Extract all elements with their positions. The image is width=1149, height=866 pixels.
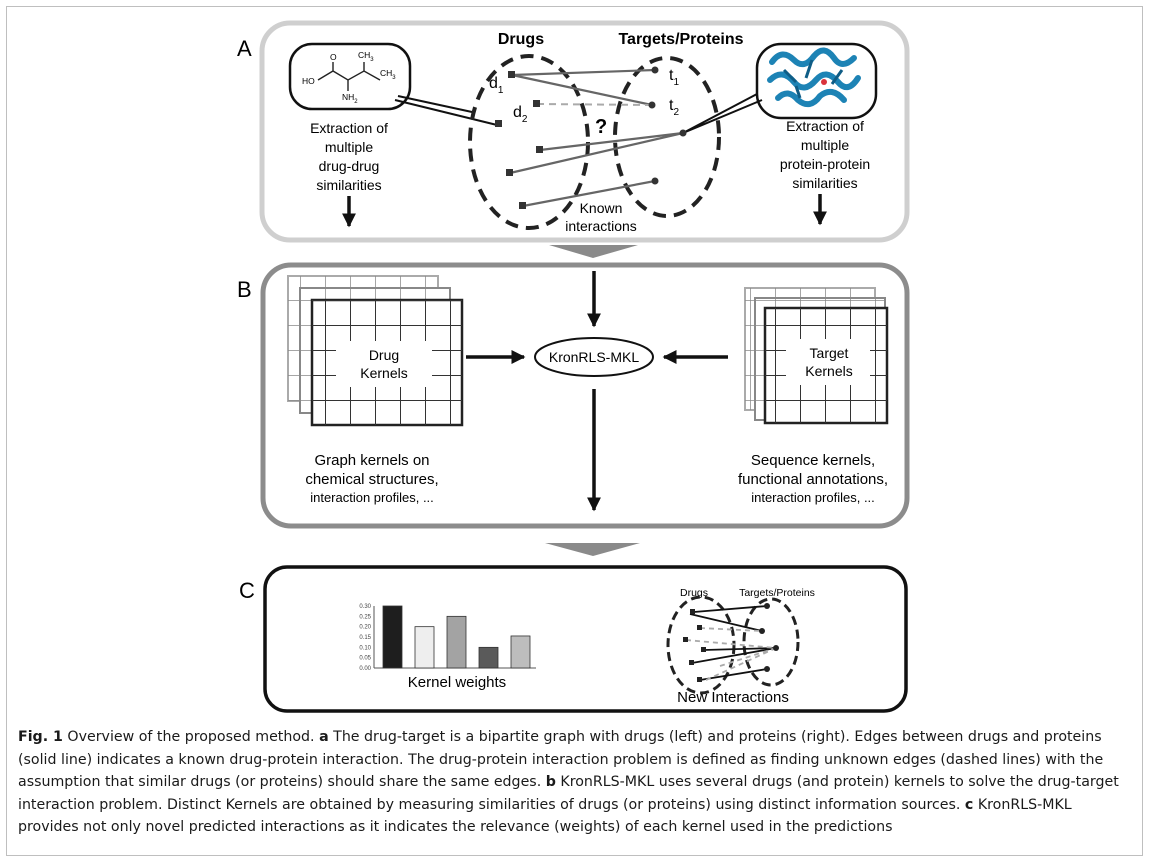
net-predicted-edges: [685, 627, 777, 681]
svg-text:Sequence kernels,: Sequence kernels,: [751, 452, 875, 469]
svg-text:multiple: multiple: [325, 139, 373, 155]
drugs-title: Drugs: [498, 31, 544, 48]
drug-nodes: [495, 71, 543, 209]
net-known-edges: [689, 605, 777, 681]
protein-bubble: [755, 42, 878, 120]
molecule-ch3-right: CH3: [380, 68, 396, 81]
targets-ellipse: [613, 56, 721, 218]
caption-b: b: [545, 774, 556, 791]
svg-text:Extraction of: Extraction of: [310, 120, 388, 136]
svg-text:protein-protein: protein-protein: [780, 156, 870, 172]
chart-y-tick-label: 0.15: [359, 635, 371, 641]
chart-bar: [446, 615, 467, 669]
svg-text:chemical structures,: chemical structures,: [305, 471, 438, 488]
caption-text-4: KronRLS-MKL provides not only novel pred…: [18, 796, 1072, 836]
target-kernel-sources: Sequence kernels, functional annotations…: [738, 452, 888, 505]
kernel-weights-title: Kernel weights: [408, 674, 506, 691]
protein-structure-icon: [767, 47, 861, 108]
drugs-ellipse: [468, 54, 590, 230]
molecule-bubble: HO O NH2 CH3 CH3: [288, 42, 412, 111]
label-d2: d2: [513, 104, 528, 125]
chart-y-tick-label: 0.10: [359, 645, 371, 651]
known-interactions-label: Known interactions: [565, 200, 637, 234]
svg-text:drug-drug: drug-drug: [319, 158, 380, 174]
kronrls-label: KronRLS-MKL: [549, 349, 639, 365]
panel-b: B Drug Kernels Target Kernels: [237, 262, 910, 529]
panel-c: C 0.30 0.25 0.20 0.15 0.10 0.05 0.00 Kernel we…: [239, 565, 908, 713]
svg-text:similarities: similarities: [316, 177, 381, 193]
svg-text:interaction profiles, ...: interaction profiles, ...: [310, 490, 434, 505]
molecule-pointer: [394, 95, 498, 126]
molecule-nh2: NH2: [342, 92, 358, 105]
caption-c: c: [964, 796, 974, 813]
panel-a-label: A: [237, 36, 252, 61]
target-nodes: [648, 66, 687, 185]
molecule-ho: HO: [302, 76, 315, 86]
chevron-b-to-c: [545, 543, 640, 556]
new-interactions-title: New Interactions: [677, 689, 789, 706]
target-kernel-stack: Target Kernels: [744, 287, 889, 425]
panel-c-box: [263, 565, 908, 713]
svg-text:interaction profiles, ...: interaction profiles, ...: [751, 490, 875, 505]
molecule-o: O: [330, 52, 337, 62]
svg-text:interactions: interactions: [565, 218, 637, 234]
chart-bar: [478, 646, 499, 669]
drug-kernel-stack: Drug Kernels: [287, 275, 464, 427]
target-kernels-label-2: Kernels: [805, 363, 852, 379]
net-targets-label: Targets/Proteins: [739, 587, 815, 599]
drug-kernel-sources: Graph kernels on chemical structures, in…: [305, 452, 438, 505]
panel-c-label: C: [239, 578, 255, 603]
label-t1: t1: [669, 67, 679, 88]
left-extraction-text: Extraction of multiple drug-drug similar…: [310, 120, 388, 193]
svg-text:Graph kernels on: Graph kernels on: [314, 452, 429, 469]
question-mark: ?: [595, 116, 607, 138]
net-drug-nodes: [683, 609, 706, 682]
net-targets-ellipse: [742, 597, 800, 687]
net-drugs-label: Drugs: [680, 587, 708, 599]
figure-frame: [6, 6, 1143, 856]
right-extraction-text: Extraction of multiple protein-protein s…: [780, 118, 870, 191]
targets-title: Targets/Proteins: [618, 31, 743, 48]
chart-y-tick-label: 0.30: [359, 604, 371, 610]
figure-diagram: A HO O NH2 CH3 CH3 Extraction of multi: [237, 20, 910, 713]
svg-text:functional annotations,: functional annotations,: [738, 471, 888, 488]
protein-pointer: [682, 93, 763, 134]
target-kernels-label-1: Target: [810, 345, 849, 361]
svg-text:similarities: similarities: [792, 175, 857, 191]
net-target-nodes: [759, 603, 779, 672]
caption-text-3: KronRLS-MKL uses several drugs (and prot…: [18, 774, 1119, 813]
panel-a: A HO O NH2 CH3 CH3 Extraction of multi: [237, 20, 910, 243]
svg-text:Extraction of: Extraction of: [786, 118, 864, 134]
caption-a: a: [319, 729, 329, 745]
new-interactions-network: Drugs Targets/Proteins: [666, 587, 815, 706]
label-d1: d1: [489, 75, 504, 96]
svg-text:Known: Known: [580, 200, 623, 216]
known-edges: [509, 68, 684, 208]
caption-text-2: The drug-target is a bipartite graph wit…: [18, 729, 1104, 791]
chart-bar: [414, 626, 435, 669]
chevron-a-to-b: [549, 245, 638, 258]
panel-a-box: [259, 20, 910, 243]
label-t2: t2: [669, 97, 679, 118]
molecule-ch3-top: CH3: [358, 50, 374, 63]
chart-bar: [510, 635, 531, 669]
drug-kernels-label-2: Kernels: [360, 365, 407, 381]
chart-y-tick-label: 0.00: [359, 666, 371, 672]
panel-b-label: B: [237, 277, 252, 302]
kernel-weights-chart: 0.30 0.25 0.20 0.15 0.10 0.05 0.00: [359, 604, 536, 672]
chart-y-tick-label: 0.25: [359, 614, 371, 620]
chart-y-tick-label: 0.20: [359, 625, 371, 631]
svg-text:multiple: multiple: [801, 137, 849, 153]
figure-caption: Fig. 1 Overview of the proposed method. …: [18, 726, 1136, 839]
caption-text-1: Overview of the proposed method.: [62, 729, 320, 745]
chart-y-tick-label: 0.05: [359, 656, 371, 662]
chart-bar: [382, 605, 403, 669]
kronrls-node: [534, 337, 654, 377]
caption-fig-label: Fig. 1: [18, 729, 63, 745]
drug-kernels-label-1: Drug: [369, 347, 399, 363]
